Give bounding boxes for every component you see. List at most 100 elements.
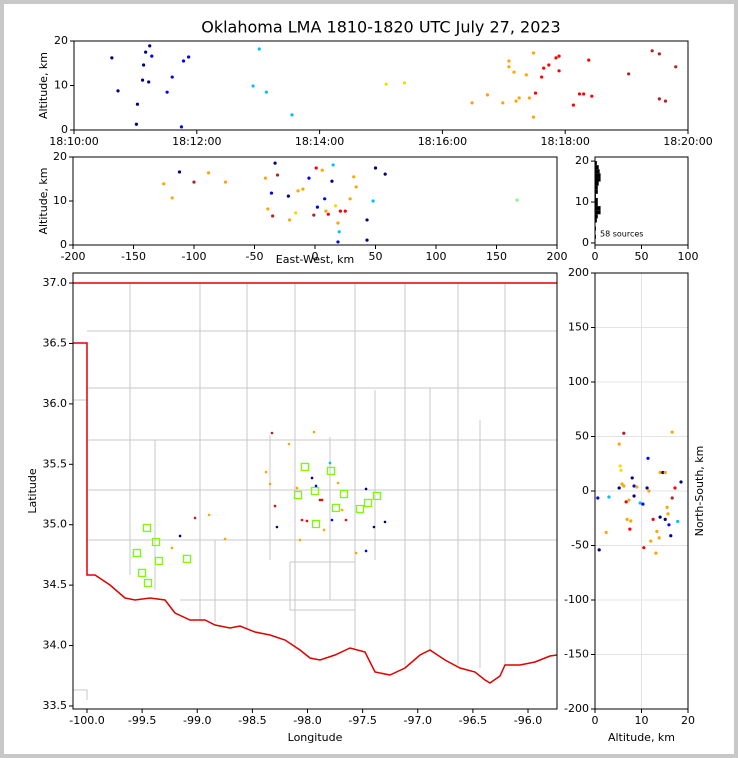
source-point (527, 96, 531, 100)
source-point (371, 199, 375, 203)
source-point (485, 93, 490, 97)
y-tick-label: -50 (571, 539, 589, 552)
x-tick-label: -100.0 (69, 714, 104, 727)
source-point (542, 66, 546, 70)
source-point (670, 430, 674, 434)
x-tick-label: -98.0 (293, 714, 321, 727)
source-point (135, 102, 140, 106)
x-tick-label: 18:16:00 (418, 135, 467, 148)
source-point (679, 480, 683, 484)
map-layer (73, 282, 557, 700)
source-point (295, 486, 299, 490)
x-tick-label: -96.5 (459, 714, 487, 727)
source-point (333, 204, 338, 208)
source-point (264, 470, 268, 474)
x-axis-label: Longitude (288, 731, 343, 744)
x-tick-label: 18:10:00 (49, 135, 98, 148)
source-point (331, 163, 335, 167)
source-point (296, 189, 300, 193)
source-point (665, 505, 669, 509)
x-tick-label: 10 (635, 714, 649, 727)
state-boundary (73, 282, 557, 684)
source-point (364, 487, 368, 491)
source-point (354, 185, 358, 189)
source-point (365, 238, 369, 242)
source-point (645, 486, 649, 490)
source-point (116, 89, 120, 93)
station (300, 462, 310, 472)
source-point (147, 80, 151, 84)
source-point (619, 468, 623, 472)
source-point (517, 96, 521, 100)
source-point (181, 59, 186, 63)
source-point (515, 198, 519, 202)
source-point (627, 72, 631, 76)
x-tick-label: 50 (635, 250, 649, 263)
source-point (663, 517, 667, 521)
y-tick-label: 36.5 (43, 336, 68, 349)
station (151, 537, 161, 547)
histogram-bar (595, 189, 598, 194)
source-point (206, 171, 211, 175)
station (293, 490, 303, 500)
source-point (310, 476, 314, 480)
y-tick-label: -100 (564, 593, 589, 606)
histogram-bar (595, 173, 601, 178)
source-point (673, 486, 677, 490)
source-point (312, 213, 316, 217)
y-axis-label: Altitude, km (37, 167, 50, 234)
x-tick-label: 18:18:00 (540, 135, 589, 148)
source-point (266, 207, 270, 211)
y-tick-label: 100 (568, 375, 589, 388)
source-point (340, 508, 344, 512)
y-tick-label: 34.5 (43, 578, 68, 591)
plot-frame (72, 156, 558, 246)
source-point (337, 230, 341, 234)
source-point (654, 551, 658, 555)
source-point (140, 78, 145, 82)
histogram-bar (595, 206, 601, 211)
source-point (193, 516, 197, 520)
source-point (165, 90, 169, 94)
source-point (533, 91, 538, 95)
source-point (148, 44, 152, 48)
histogram-bar (595, 210, 601, 215)
source-point (531, 51, 536, 55)
x-tick-label: -98.5 (238, 714, 266, 727)
source-point (524, 73, 528, 77)
source-point (597, 548, 601, 552)
source-point (312, 430, 316, 434)
x-tick-label: 18:20:00 (663, 135, 712, 148)
x-tick-label: -50 (246, 250, 264, 263)
source-point (270, 431, 274, 435)
source-point (338, 209, 343, 213)
source-point (323, 197, 327, 201)
source-point (657, 536, 661, 540)
source-point (557, 69, 561, 73)
y-tick-label: 0 (60, 238, 67, 251)
source-point (271, 214, 275, 218)
source-point (624, 500, 628, 504)
source-point (314, 166, 318, 170)
histogram-bar (595, 226, 596, 231)
source-point (512, 70, 516, 74)
x-tick-label: 50 (369, 250, 383, 263)
source-point (141, 63, 146, 67)
source-point (322, 528, 326, 532)
y-tick-label: 34.0 (43, 639, 68, 652)
y-tick-label: 10 (53, 194, 67, 207)
source-point (622, 484, 626, 488)
source-point (507, 59, 511, 63)
source-point (187, 55, 191, 59)
x-tick-label: -200 (61, 250, 86, 263)
source-point (298, 538, 302, 542)
histogram-bar (595, 202, 598, 207)
source-point (257, 47, 261, 51)
plot-frame (73, 40, 689, 131)
source-point (273, 161, 277, 165)
source-point (223, 537, 227, 541)
source-point (607, 495, 611, 499)
source-point (269, 191, 274, 195)
source-point (674, 65, 678, 69)
source-point (364, 549, 368, 553)
